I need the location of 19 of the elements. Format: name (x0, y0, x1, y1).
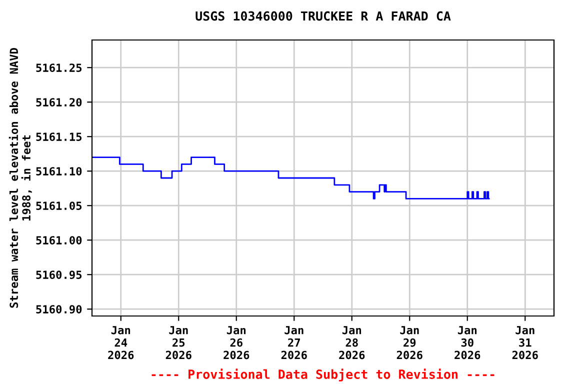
y-tick-label: 5160.90 (36, 305, 82, 314)
y-axis-title: Stream water level elevation above NAVD 1988, in feet (8, 48, 32, 308)
y-tick-label: 5161.15 (36, 132, 82, 141)
y-tick-label: 5161.10 (36, 167, 82, 176)
chart-title: USGS 10346000 TRUCKEE R A FARAD CA (196, 11, 451, 21)
x-tick-label: Jan 30 2026 (454, 326, 480, 360)
x-tick-label: Jan 27 2026 (281, 326, 307, 360)
y-tick-label: 5161.05 (36, 202, 82, 210)
y-tick-label: 5161.00 (36, 236, 82, 244)
x-tick-label: Jan 24 2026 (108, 326, 134, 360)
x-tick-label: Jan 25 2026 (166, 326, 192, 360)
y-tick-label: 5161.20 (36, 98, 82, 106)
x-tick-label: Jan 26 2026 (224, 326, 250, 360)
x-tick-label: Jan 31 2026 (512, 326, 538, 360)
y-tick-label: 5161.25 (36, 64, 82, 72)
x-tick-label: Jan 28 2026 (339, 326, 365, 360)
x-tick-label: Jan 29 2026 (396, 326, 422, 360)
y-tick-label: 5160.95 (36, 270, 82, 280)
text: ---- Provisional Data Subject to Revision ---- (152, 368, 494, 382)
